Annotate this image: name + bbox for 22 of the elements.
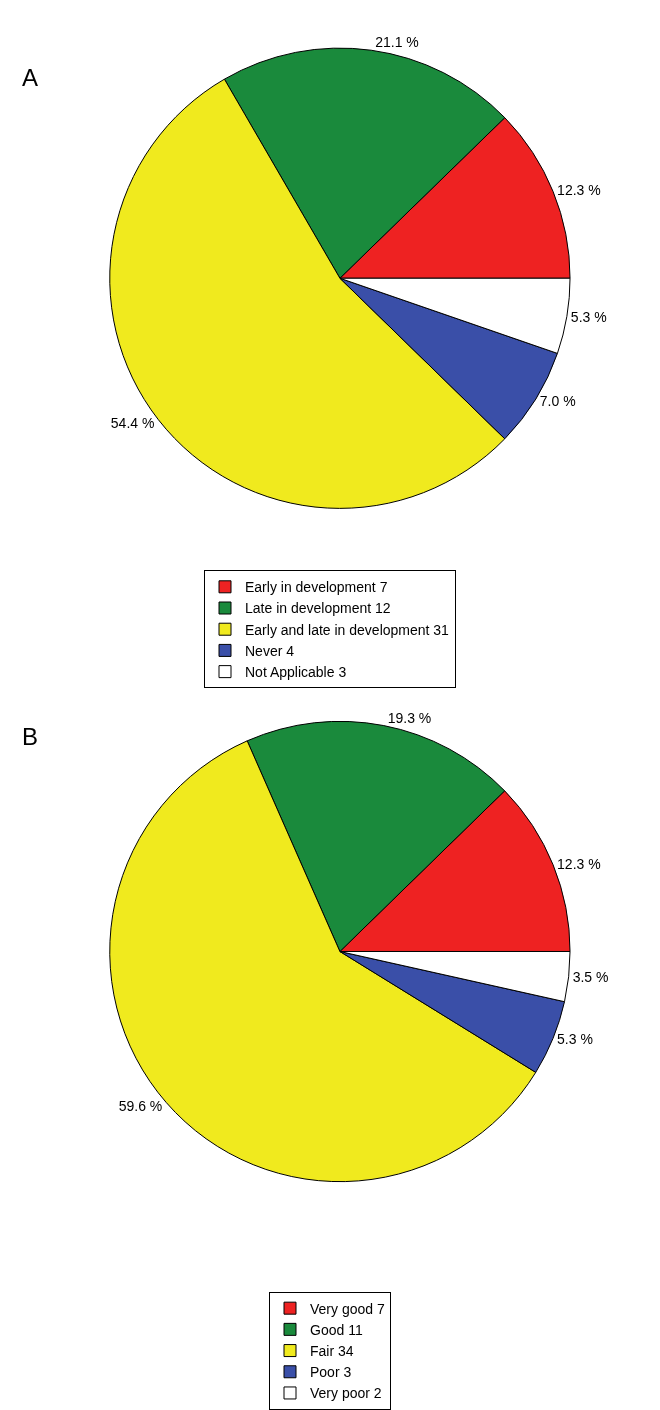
- legend-label: Early and late in development 31: [245, 621, 450, 638]
- legend-label: Not Applicable 3: [245, 664, 347, 681]
- data-label: 7.0 %: [539, 393, 576, 410]
- legend-label: Never 4: [245, 642, 295, 659]
- legend-label: Fair 34: [310, 1343, 354, 1360]
- data-label: 21.1 %: [375, 34, 419, 51]
- legend-label: Good 11: [310, 1321, 363, 1338]
- data-label: 5.3 %: [557, 1031, 593, 1048]
- legend-label: Very good 7: [310, 1300, 385, 1317]
- text: A: [22, 64, 39, 91]
- data-label: 12.3 %: [557, 855, 601, 872]
- data-label: 5.3 %: [570, 308, 607, 325]
- legend-label: Early in development 7: [245, 579, 388, 596]
- legend-label: Poor 3: [310, 1364, 352, 1381]
- data-label: 19.3 %: [387, 709, 432, 726]
- data-label: 12.3 %: [557, 182, 601, 199]
- legend-label: Very poor 2: [310, 1385, 382, 1402]
- legend-label: Late in development 12: [245, 600, 391, 617]
- data-label: 54.4 %: [110, 414, 155, 431]
- chart-title: B: [22, 723, 39, 750]
- data-label: 59.6 %: [118, 1098, 163, 1115]
- data-label: 3.5 %: [572, 968, 609, 985]
